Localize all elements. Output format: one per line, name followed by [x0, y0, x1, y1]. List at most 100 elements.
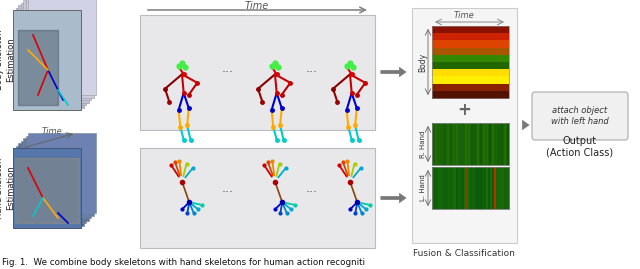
Bar: [482, 167, 484, 209]
Bar: [472, 167, 474, 209]
Bar: [432, 123, 509, 165]
Bar: [507, 123, 509, 165]
Bar: [480, 123, 482, 165]
Text: L. Hand: L. Hand: [420, 175, 426, 201]
Bar: [453, 123, 455, 165]
Bar: [444, 123, 446, 165]
Bar: [504, 123, 506, 165]
Bar: [446, 167, 448, 209]
Bar: [468, 123, 470, 165]
Bar: [464, 167, 466, 209]
Bar: [498, 167, 500, 209]
Bar: [441, 123, 443, 165]
Bar: [495, 123, 497, 165]
Bar: [432, 62, 509, 70]
Bar: [462, 167, 464, 209]
Text: Body Skeleton
Estimation: Body Skeleton Estimation: [0, 30, 15, 90]
Bar: [492, 123, 494, 165]
Bar: [28, 0, 96, 95]
Bar: [474, 167, 476, 209]
Bar: [456, 167, 458, 209]
Bar: [492, 167, 494, 209]
Bar: [412, 8, 517, 243]
Text: Time: Time: [454, 12, 474, 20]
Bar: [448, 167, 450, 209]
Bar: [13, 10, 81, 110]
FancyBboxPatch shape: [532, 92, 628, 140]
Bar: [465, 123, 467, 165]
Bar: [450, 167, 452, 209]
Bar: [432, 167, 509, 209]
Bar: [456, 123, 458, 165]
Bar: [494, 167, 496, 209]
Text: Fig. 1.  We combine body skeletons with hand skeletons for human action recognit: Fig. 1. We combine body skeletons with h…: [2, 258, 365, 267]
Bar: [432, 91, 509, 98]
Bar: [432, 26, 509, 34]
Bar: [488, 167, 490, 209]
Bar: [432, 167, 434, 209]
Bar: [490, 167, 492, 209]
Bar: [436, 167, 438, 209]
Bar: [435, 123, 437, 165]
Bar: [438, 167, 440, 209]
Bar: [504, 167, 506, 209]
Text: Body: Body: [419, 52, 428, 72]
Bar: [432, 84, 509, 91]
Bar: [466, 167, 468, 209]
Bar: [496, 167, 498, 209]
Bar: [486, 123, 488, 165]
Bar: [480, 167, 482, 209]
Text: ···: ···: [222, 66, 234, 80]
Bar: [18, 143, 86, 223]
Bar: [434, 167, 436, 209]
Bar: [474, 123, 476, 165]
Bar: [476, 167, 478, 209]
Bar: [20, 2, 88, 102]
Bar: [23, 138, 91, 218]
Text: Time: Time: [42, 126, 62, 136]
Bar: [26, 136, 93, 215]
Bar: [13, 148, 81, 228]
Text: Hand Skeleton
Estimation: Hand Skeleton Estimation: [0, 157, 15, 219]
Bar: [508, 167, 510, 209]
Bar: [432, 167, 509, 209]
Text: ···: ···: [222, 186, 234, 200]
Bar: [432, 123, 434, 165]
Text: Time: Time: [245, 1, 269, 11]
Bar: [440, 167, 442, 209]
Bar: [18, 5, 86, 105]
Bar: [432, 33, 509, 41]
Bar: [459, 123, 461, 165]
Bar: [460, 167, 462, 209]
Bar: [23, 0, 91, 100]
Bar: [432, 40, 509, 48]
Bar: [28, 133, 96, 213]
Bar: [26, 0, 93, 97]
Bar: [432, 55, 509, 62]
Bar: [478, 167, 480, 209]
Text: Fusion & Classification: Fusion & Classification: [413, 249, 515, 257]
Bar: [501, 123, 503, 165]
Text: R. Hand: R. Hand: [420, 130, 426, 158]
Bar: [500, 167, 502, 209]
Text: +: +: [457, 101, 471, 119]
Bar: [438, 123, 440, 165]
Bar: [489, 123, 491, 165]
Text: ···: ···: [306, 186, 318, 200]
Bar: [471, 123, 473, 165]
Bar: [498, 123, 500, 165]
Bar: [447, 123, 449, 165]
Bar: [506, 167, 508, 209]
Bar: [20, 140, 88, 221]
Bar: [432, 123, 509, 165]
Bar: [458, 167, 460, 209]
Bar: [452, 167, 454, 209]
Bar: [432, 26, 509, 98]
Bar: [432, 69, 509, 77]
Text: Output
(Action Class): Output (Action Class): [547, 136, 614, 158]
Bar: [432, 76, 509, 84]
Bar: [484, 167, 486, 209]
Bar: [454, 167, 456, 209]
Bar: [442, 167, 444, 209]
Bar: [468, 167, 470, 209]
